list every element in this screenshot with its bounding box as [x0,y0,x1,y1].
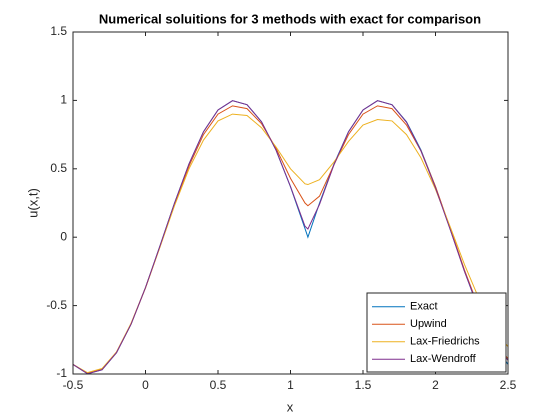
y-axis-label: u(x,t) [25,188,40,218]
legend-label: Exact [410,301,438,313]
legend-label: Upwind [410,318,447,330]
x-tick-label: 0 [142,378,149,392]
y-tick-label: -0.5 [46,298,67,312]
x-tick-label: 2 [432,378,439,392]
x-tick-label: 2.5 [500,378,517,392]
x-tick-label: -0.5 [63,378,84,392]
legend-box [366,292,507,373]
series-line [72,100,509,375]
y-tick-label: 0 [60,229,67,243]
axes-box [72,31,509,375]
y-tick-label: 1.5 [50,24,67,38]
legend-label: Lax-Wendroff [410,353,477,365]
legend-label: Lax-Friedrichs [410,336,480,348]
y-tick-label: -1 [56,366,67,380]
y-tick-label: 0.5 [50,161,67,175]
x-tick-label: 1.5 [355,378,372,392]
x-tick-label: 0.5 [210,378,227,392]
chart-title: Numerical soluitions for 3 methods with … [99,11,481,26]
x-axis-label: x [287,399,294,414]
y-tick-label: 1 [60,93,67,107]
x-tick-label: 1 [287,378,294,392]
